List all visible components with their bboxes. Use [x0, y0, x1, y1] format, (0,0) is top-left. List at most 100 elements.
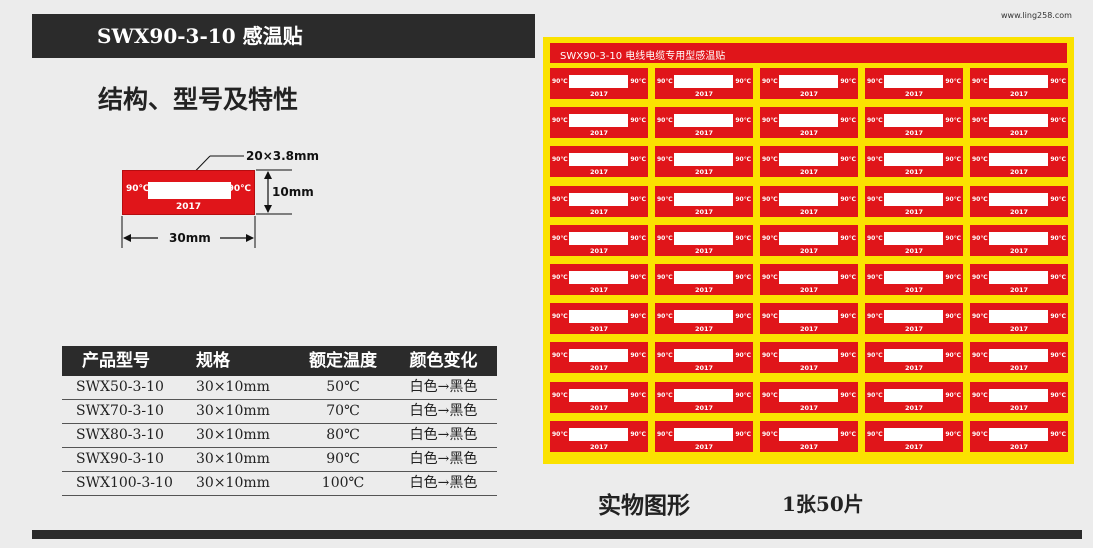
mini-sticker-temp-left: 90℃ — [867, 352, 883, 360]
mini-sticker: 90℃ 90℃ 2017 — [760, 264, 858, 295]
mini-sticker-year: 2017 — [904, 403, 924, 412]
spec-table-header: 产品型号 规格 额定温度 颜色变化 — [62, 346, 497, 376]
mini-sticker-temp-left: 90℃ — [972, 352, 988, 360]
mini-sticker-year: 2017 — [1009, 286, 1029, 294]
cell-temp: 50℃ — [326, 379, 360, 395]
mini-sticker-year: 2017 — [694, 207, 714, 216]
mini-sticker-temp-left: 90℃ — [762, 352, 778, 360]
mini-sticker-window — [884, 153, 943, 167]
mini-sticker-temp-right: 90℃ — [840, 391, 856, 399]
mini-sticker: 90℃ 90℃ 2017 — [760, 68, 858, 99]
bottom-bar — [32, 530, 1082, 539]
mini-sticker-temp-right: 90℃ — [735, 430, 751, 438]
mini-sticker-window — [989, 75, 1048, 88]
mini-sticker: 90℃ 90℃ 2017 — [550, 342, 648, 374]
mini-sticker-temp-left: 90℃ — [657, 117, 673, 125]
cell-size: 30×10mm — [196, 475, 270, 491]
mini-sticker-window — [569, 231, 628, 245]
mini-sticker-temp-left: 90℃ — [972, 274, 988, 281]
mini-sticker-temp-right: 90℃ — [1050, 234, 1066, 242]
mini-sticker-year: 2017 — [589, 442, 609, 451]
cell-color: 白色→黑色 — [409, 475, 478, 491]
mini-sticker-window — [884, 388, 943, 402]
mini-sticker-temp-right: 90℃ — [1050, 195, 1066, 203]
cell-model: SWX80-3-10 — [76, 427, 164, 443]
title-bar — [32, 14, 535, 58]
cell-model: SWX100-3-10 — [76, 475, 173, 491]
cell-color: 白色→黑色 — [409, 427, 478, 443]
mini-sticker-year: 2017 — [694, 364, 714, 373]
mini-sticker-year: 2017 — [694, 168, 714, 177]
mini-sticker-window — [674, 310, 733, 324]
height-dimension-label: 10mm — [272, 185, 314, 199]
mini-sticker: 90℃ 90℃ 2017 — [760, 146, 858, 178]
mini-sticker-temp-left: 90℃ — [762, 78, 778, 85]
cell-temp: 90℃ — [326, 451, 360, 467]
mini-sticker-temp-right: 90℃ — [840, 195, 856, 203]
mini-sticker-window — [779, 153, 838, 167]
dimension-lines — [121, 155, 292, 248]
mini-sticker-temp-right: 90℃ — [945, 234, 961, 242]
mini-sticker: 90℃ 90℃ 2017 — [760, 107, 858, 139]
mini-sticker: 90℃ 90℃ 2017 — [550, 420, 648, 452]
section-heading: 结构、型号及特性 — [98, 85, 299, 114]
mini-sticker-temp-right: 90℃ — [840, 117, 856, 125]
mini-sticker-window — [569, 114, 628, 128]
table-row: SWX80-3-10 30×10mm 80℃ 白色→黑色 — [62, 424, 497, 448]
mini-sticker-window — [569, 192, 628, 206]
mini-sticker-year: 2017 — [799, 364, 819, 373]
mini-sticker-temp-right: 90℃ — [630, 430, 646, 438]
cell-size: 30×10mm — [196, 451, 270, 467]
mini-sticker-temp-right: 90℃ — [630, 313, 646, 321]
mini-sticker-temp-left: 90℃ — [762, 156, 778, 164]
cell-model: SWX90-3-10 — [76, 451, 164, 467]
mini-sticker-temp-left: 90℃ — [762, 313, 778, 321]
mini-sticker-window — [569, 75, 628, 88]
mini-sticker-window — [674, 231, 733, 245]
mini-sticker-window — [569, 427, 628, 441]
mini-sticker-temp-right: 90℃ — [1050, 78, 1066, 85]
mini-sticker-year: 2017 — [1009, 403, 1029, 412]
header-temp: 额定温度 — [309, 351, 377, 371]
mini-sticker-window — [989, 153, 1048, 167]
mini-sticker-year: 2017 — [1009, 246, 1029, 255]
mini-sticker-temp-right: 90℃ — [735, 313, 751, 321]
mini-sticker-year: 2017 — [1009, 129, 1029, 138]
mini-sticker: 90℃ 90℃ 2017 — [760, 420, 858, 452]
mini-sticker-window — [674, 75, 733, 88]
spec-table: 产品型号 规格 额定温度 颜色变化 SWX50-3-10 30×10mm 50℃… — [62, 346, 497, 496]
mini-sticker-temp-left: 90℃ — [552, 274, 568, 281]
mini-sticker-temp-left: 90℃ — [867, 430, 883, 438]
mini-sticker: 90℃ 90℃ 2017 — [760, 303, 858, 335]
mini-sticker-window — [884, 231, 943, 245]
mini-sticker-year: 2017 — [799, 246, 819, 255]
mini-sticker-temp-right: 90℃ — [1050, 391, 1066, 399]
sticker-sheet: SWX90-3-10 电线电缆专用型感温贴 90℃ 90℃ 2017 90℃ 90℃ 20… — [543, 37, 1074, 464]
mini-sticker-temp-left: 90℃ — [972, 117, 988, 125]
mini-sticker-year: 2017 — [799, 286, 819, 294]
sticker-window — [148, 182, 231, 199]
mini-sticker-year: 2017 — [1009, 90, 1029, 98]
mini-sticker: 90℃ 90℃ 2017 — [760, 224, 858, 256]
mini-sticker-window — [674, 271, 733, 284]
mini-sticker-temp-right: 90℃ — [1050, 352, 1066, 360]
sticker-temp-right: 90℃ — [227, 184, 251, 194]
mini-sticker-temp-left: 90℃ — [762, 274, 778, 281]
mini-sticker: 90℃ 90℃ 2017 — [865, 68, 963, 99]
mini-sticker-year: 2017 — [589, 286, 609, 294]
mini-sticker-temp-left: 90℃ — [762, 195, 778, 203]
mini-sticker-temp-left: 90℃ — [972, 430, 988, 438]
mini-sticker-temp-right: 90℃ — [630, 78, 646, 85]
mini-sticker-year: 2017 — [1009, 364, 1029, 373]
mini-sticker-year: 2017 — [904, 442, 924, 451]
cell-model: SWX50-3-10 — [76, 379, 164, 395]
mini-sticker-window — [989, 427, 1048, 441]
mini-sticker-temp-right: 90℃ — [630, 195, 646, 203]
mini-sticker-window — [674, 192, 733, 206]
table-row: SWX90-3-10 30×10mm 90℃ 白色→黑色 — [62, 448, 497, 472]
mini-sticker-temp-left: 90℃ — [657, 156, 673, 164]
table-row: SWX100-3-10 30×10mm 100℃ 白色→黑色 — [62, 472, 497, 496]
mini-sticker: 90℃ 90℃ 2017 — [865, 224, 963, 256]
mini-sticker-temp-left: 90℃ — [867, 234, 883, 242]
mini-sticker-temp-left: 90℃ — [762, 117, 778, 125]
